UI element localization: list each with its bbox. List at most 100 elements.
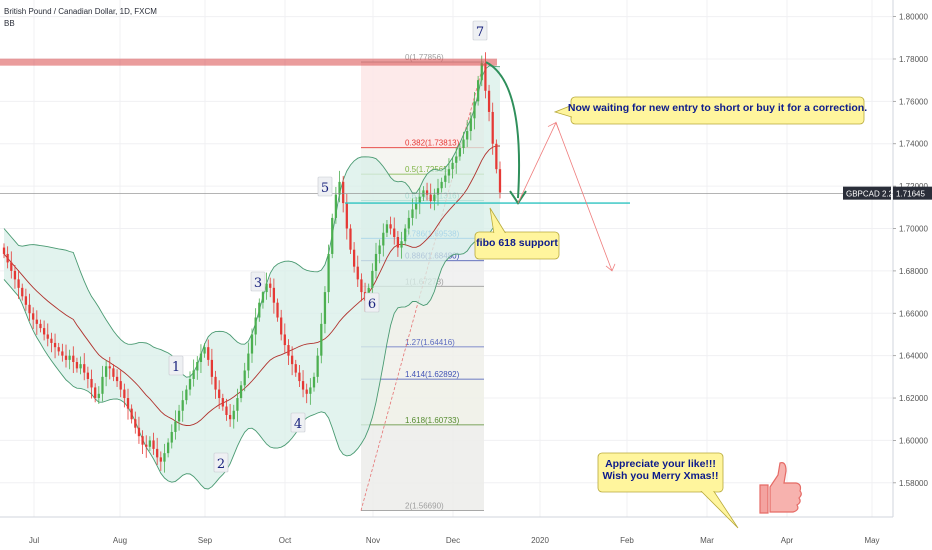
y-tick-label-8: 1.64000 — [899, 352, 928, 361]
candle — [378, 239, 381, 264]
candle — [455, 147, 458, 174]
candle — [145, 435, 148, 458]
candle-body — [404, 228, 407, 242]
candle-body — [305, 389, 308, 394]
candle-body — [447, 169, 451, 176]
wave-label-5: 5 — [317, 176, 333, 197]
candle — [269, 277, 272, 298]
candle-body — [72, 355, 75, 363]
candle — [123, 383, 126, 408]
candle — [72, 346, 75, 374]
candle-body — [163, 453, 166, 462]
candle-body — [68, 355, 71, 360]
candle — [374, 242, 378, 279]
wave-label-box — [472, 20, 488, 41]
callout-greeting-text: Wish you Merry Xmas!! — [602, 470, 718, 482]
x-tick-label-3: Oct — [279, 536, 292, 545]
x-tick-label-1: Aug — [113, 536, 127, 545]
candle-body — [323, 292, 327, 324]
candle — [21, 283, 24, 301]
candle — [148, 436, 152, 452]
candle — [389, 216, 392, 235]
candle — [170, 424, 173, 449]
candle — [101, 365, 104, 402]
candle-body — [156, 448, 159, 458]
candle — [414, 197, 418, 219]
candle — [141, 430, 144, 454]
candle-body — [214, 376, 217, 390]
candle-body — [50, 338, 53, 343]
candle — [458, 143, 462, 161]
candle — [327, 244, 330, 304]
wave-label-4: 4 — [290, 412, 306, 433]
candle — [425, 182, 429, 201]
candle — [64, 344, 68, 368]
candle — [50, 332, 53, 353]
candle — [188, 371, 192, 396]
fib-zone-band-8 — [361, 379, 484, 425]
candle — [371, 263, 374, 294]
candle — [462, 131, 465, 154]
candle — [210, 348, 214, 385]
candle — [232, 404, 235, 429]
candle — [97, 386, 100, 404]
candle-body — [225, 406, 228, 415]
candle-body — [243, 370, 246, 386]
candle-body — [396, 236, 400, 248]
callout-strategy: Now waiting for new entry to short or bu… — [553, 96, 867, 125]
candle — [294, 359, 297, 377]
candle-body — [487, 90, 491, 112]
candle — [214, 370, 217, 399]
candle-body — [349, 228, 352, 250]
annotations: 1 2 3 4 5 6 7 Now waiting for new entry to shor… — [168, 20, 867, 529]
candle-body — [75, 362, 79, 369]
candle-body — [123, 389, 126, 399]
candle — [10, 251, 13, 279]
candle-body — [400, 241, 403, 248]
candle — [28, 293, 31, 321]
wave-label-box — [250, 271, 266, 292]
candle-body — [393, 228, 396, 237]
candle-body — [61, 351, 64, 356]
candle — [192, 359, 195, 387]
candle — [32, 307, 35, 329]
candle — [476, 75, 480, 106]
candle — [236, 388, 239, 422]
y-tick-label-0: 1.80000 — [899, 13, 928, 22]
candle — [440, 177, 443, 193]
indicator-label[interactable]: BB — [4, 19, 15, 28]
y-tick-label-7: 1.66000 — [899, 309, 928, 318]
fib-label-8: 1.414(1.62892) — [405, 370, 460, 379]
candle — [108, 356, 111, 380]
candle — [495, 139, 498, 174]
candle — [181, 390, 184, 422]
candle — [342, 175, 345, 213]
candle — [320, 312, 323, 364]
candle-body — [433, 194, 436, 201]
symbol-title[interactable]: British Pound / Canadian Dollar, 1D, FXC… — [4, 7, 157, 16]
candle — [126, 388, 130, 420]
wave-label-text: 2 — [217, 457, 225, 472]
candle-body — [159, 457, 162, 462]
wave-label-text: 3 — [254, 276, 262, 291]
candle-body — [290, 355, 294, 365]
candle-body — [35, 319, 38, 324]
candle-body — [436, 188, 440, 195]
candle-body — [17, 279, 20, 288]
callout-fibo-support-fill — [476, 233, 558, 258]
candle-body — [444, 175, 447, 182]
candle — [185, 385, 188, 405]
candle-body — [327, 253, 330, 293]
candle-body — [411, 209, 414, 218]
price-badge-label-bg — [843, 186, 891, 200]
candle — [309, 378, 312, 405]
candle — [24, 288, 28, 311]
candle — [265, 272, 268, 300]
candle-body — [451, 162, 454, 170]
candle — [258, 298, 261, 322]
wave-label-text: 4 — [294, 417, 302, 432]
bb-fill — [4, 65, 500, 490]
candle — [207, 339, 210, 366]
candle-body — [429, 194, 432, 201]
